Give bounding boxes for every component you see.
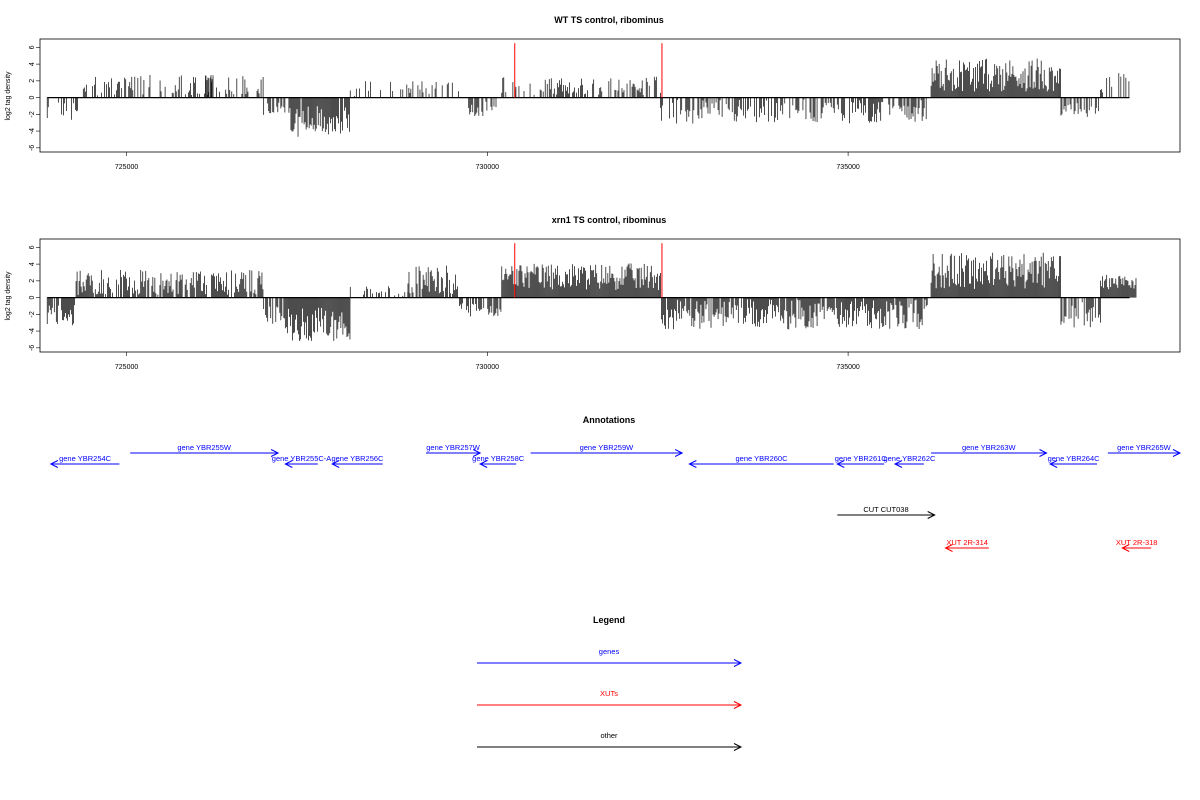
feature-label: gene YBR254C: [59, 454, 112, 463]
y-tick-label: 0: [29, 96, 36, 100]
x-tick-label: 725000: [115, 164, 138, 171]
wt-y-axis-label: log2 tag density: [5, 71, 12, 121]
y-tick-label: 6: [29, 245, 36, 249]
feature-arrowhead: [1049, 460, 1058, 468]
xrn1-y-axis-label: log2 tag density: [5, 271, 12, 321]
x-tick-label: 735000: [836, 364, 859, 371]
feature-label: gene YBR256C: [331, 454, 384, 463]
legend-item: XUTs: [477, 689, 743, 709]
x-tick-label: 725000: [115, 364, 138, 371]
y-tick-label: -6: [29, 145, 36, 151]
annotation-feature: XUT 2R-314: [944, 538, 989, 552]
feature-arrowhead: [944, 544, 953, 552]
annotation-feature: gene YBR255W: [130, 443, 280, 457]
annotation-feature: gene YBR261C: [835, 454, 888, 468]
wt-signal-bars: [46, 43, 1130, 137]
feature-label: gene YBR259W: [580, 443, 635, 452]
annotation-feature: gene YBR265W: [1107, 443, 1182, 457]
y-tick-label: -6: [29, 345, 36, 351]
feature-arrowhead: [836, 460, 845, 468]
feature-arrowhead: [674, 449, 684, 457]
y-tick-label: 6: [29, 45, 36, 49]
feature-label: gene YBR265W: [1117, 443, 1172, 452]
annotation-feature: XUT 2R-318: [1116, 538, 1158, 552]
legend-panel: Legend genes XUTs other: [477, 615, 743, 751]
legend-arrowhead: [733, 659, 743, 667]
annotations-title: Annotations: [583, 415, 636, 425]
feature-arrowhead: [49, 460, 59, 468]
annotation-feature: gene YBR260C: [688, 454, 834, 468]
xrn1-signal-bars: [46, 243, 1137, 342]
feature-label: XUT 2R-314: [946, 538, 988, 547]
xrn1-axes: -6 -4 -2 0 2 4 6 725000 730000 735000: [29, 245, 860, 371]
feature-label: gene YBR255W: [177, 443, 232, 452]
annotation-feature: CUT CUT038: [837, 505, 936, 519]
wt-track-title: WT TS control, ribominus: [554, 15, 664, 25]
y-tick-label: -4: [29, 328, 36, 334]
xrn1-plot-frame: [39, 238, 1181, 353]
annotation-feature: gene YBR262C: [883, 454, 936, 468]
legend-label: genes: [599, 647, 620, 656]
annotation-feature: gene YBR259W: [530, 443, 684, 457]
annotations-panel: Annotations gene YBR254C gene YBR255W gene…: [49, 415, 1182, 552]
feature-arrowhead: [1121, 544, 1130, 552]
feature-label: gene YBR255C-A: [272, 454, 331, 463]
feature-arrowhead: [270, 449, 280, 457]
xrn1-track-panel: xrn1 TS control, ribominus log2 tag dens…: [5, 215, 1181, 371]
wt-track-panel: WT TS control, ribominus log2 tag densit…: [5, 15, 1181, 171]
y-tick-label: -2: [29, 111, 36, 117]
x-tick-label: 730000: [476, 364, 499, 371]
feature-label: gene YBR258C: [472, 454, 525, 463]
y-tick-label: -4: [29, 128, 36, 134]
feature-label: XUT 2R-318: [1116, 538, 1158, 547]
annotation-feature: gene YBR263W: [931, 443, 1048, 457]
annotation-feature: gene YBR254C: [49, 454, 120, 468]
legend-arrowhead: [733, 701, 743, 709]
legend-arrowhead: [733, 743, 743, 751]
y-tick-label: 2: [29, 279, 36, 283]
legend-item: genes: [477, 647, 743, 667]
feature-arrowhead: [331, 460, 340, 468]
legend-label: XUTs: [600, 689, 618, 698]
feature-label: gene YBR261C: [835, 454, 888, 463]
feature-arrowhead: [479, 460, 488, 468]
feature-arrowhead: [284, 460, 293, 468]
feature-arrowhead: [1172, 449, 1182, 457]
legend-label: other: [600, 731, 618, 740]
x-tick-label: 735000: [836, 164, 859, 171]
annotation-feature: gene YBR257W: [426, 443, 482, 457]
annotation-feature: gene YBR264C: [1048, 454, 1101, 468]
feature-arrowhead: [472, 449, 482, 457]
feature-arrowhead: [688, 460, 697, 468]
annotation-feature: gene YBR256C: [331, 454, 384, 468]
legend-item: other: [477, 731, 743, 751]
feature-arrowhead: [927, 511, 936, 519]
xrn1-track-title: xrn1 TS control, ribominus: [552, 215, 667, 225]
x-tick-label: 730000: [476, 164, 499, 171]
y-tick-label: 4: [29, 62, 36, 66]
feature-arrowhead: [1039, 449, 1048, 457]
legend-items: genes XUTs other: [477, 647, 743, 751]
feature-label: gene YBR262C: [883, 454, 936, 463]
feature-label: gene YBR263W: [962, 443, 1017, 452]
annotation-feature: gene YBR258C: [472, 454, 525, 468]
legend-title: Legend: [593, 615, 625, 625]
y-tick-label: 0: [29, 296, 36, 300]
feature-arrowhead: [893, 460, 903, 468]
y-tick-label: -2: [29, 311, 36, 317]
y-tick-label: 2: [29, 79, 36, 83]
y-tick-label: 4: [29, 262, 36, 266]
feature-label: gene YBR260C: [736, 454, 789, 463]
wt-axes: -6 -4 -2 0 2 4 6 725000 730000 735000: [29, 45, 860, 171]
feature-label: CUT CUT038: [863, 505, 908, 514]
feature-label: gene YBR264C: [1048, 454, 1101, 463]
feature-label: gene YBR257W: [426, 443, 481, 452]
annotation-feature: gene YBR255C-A: [272, 454, 331, 468]
wt-plot-frame: [39, 38, 1181, 153]
